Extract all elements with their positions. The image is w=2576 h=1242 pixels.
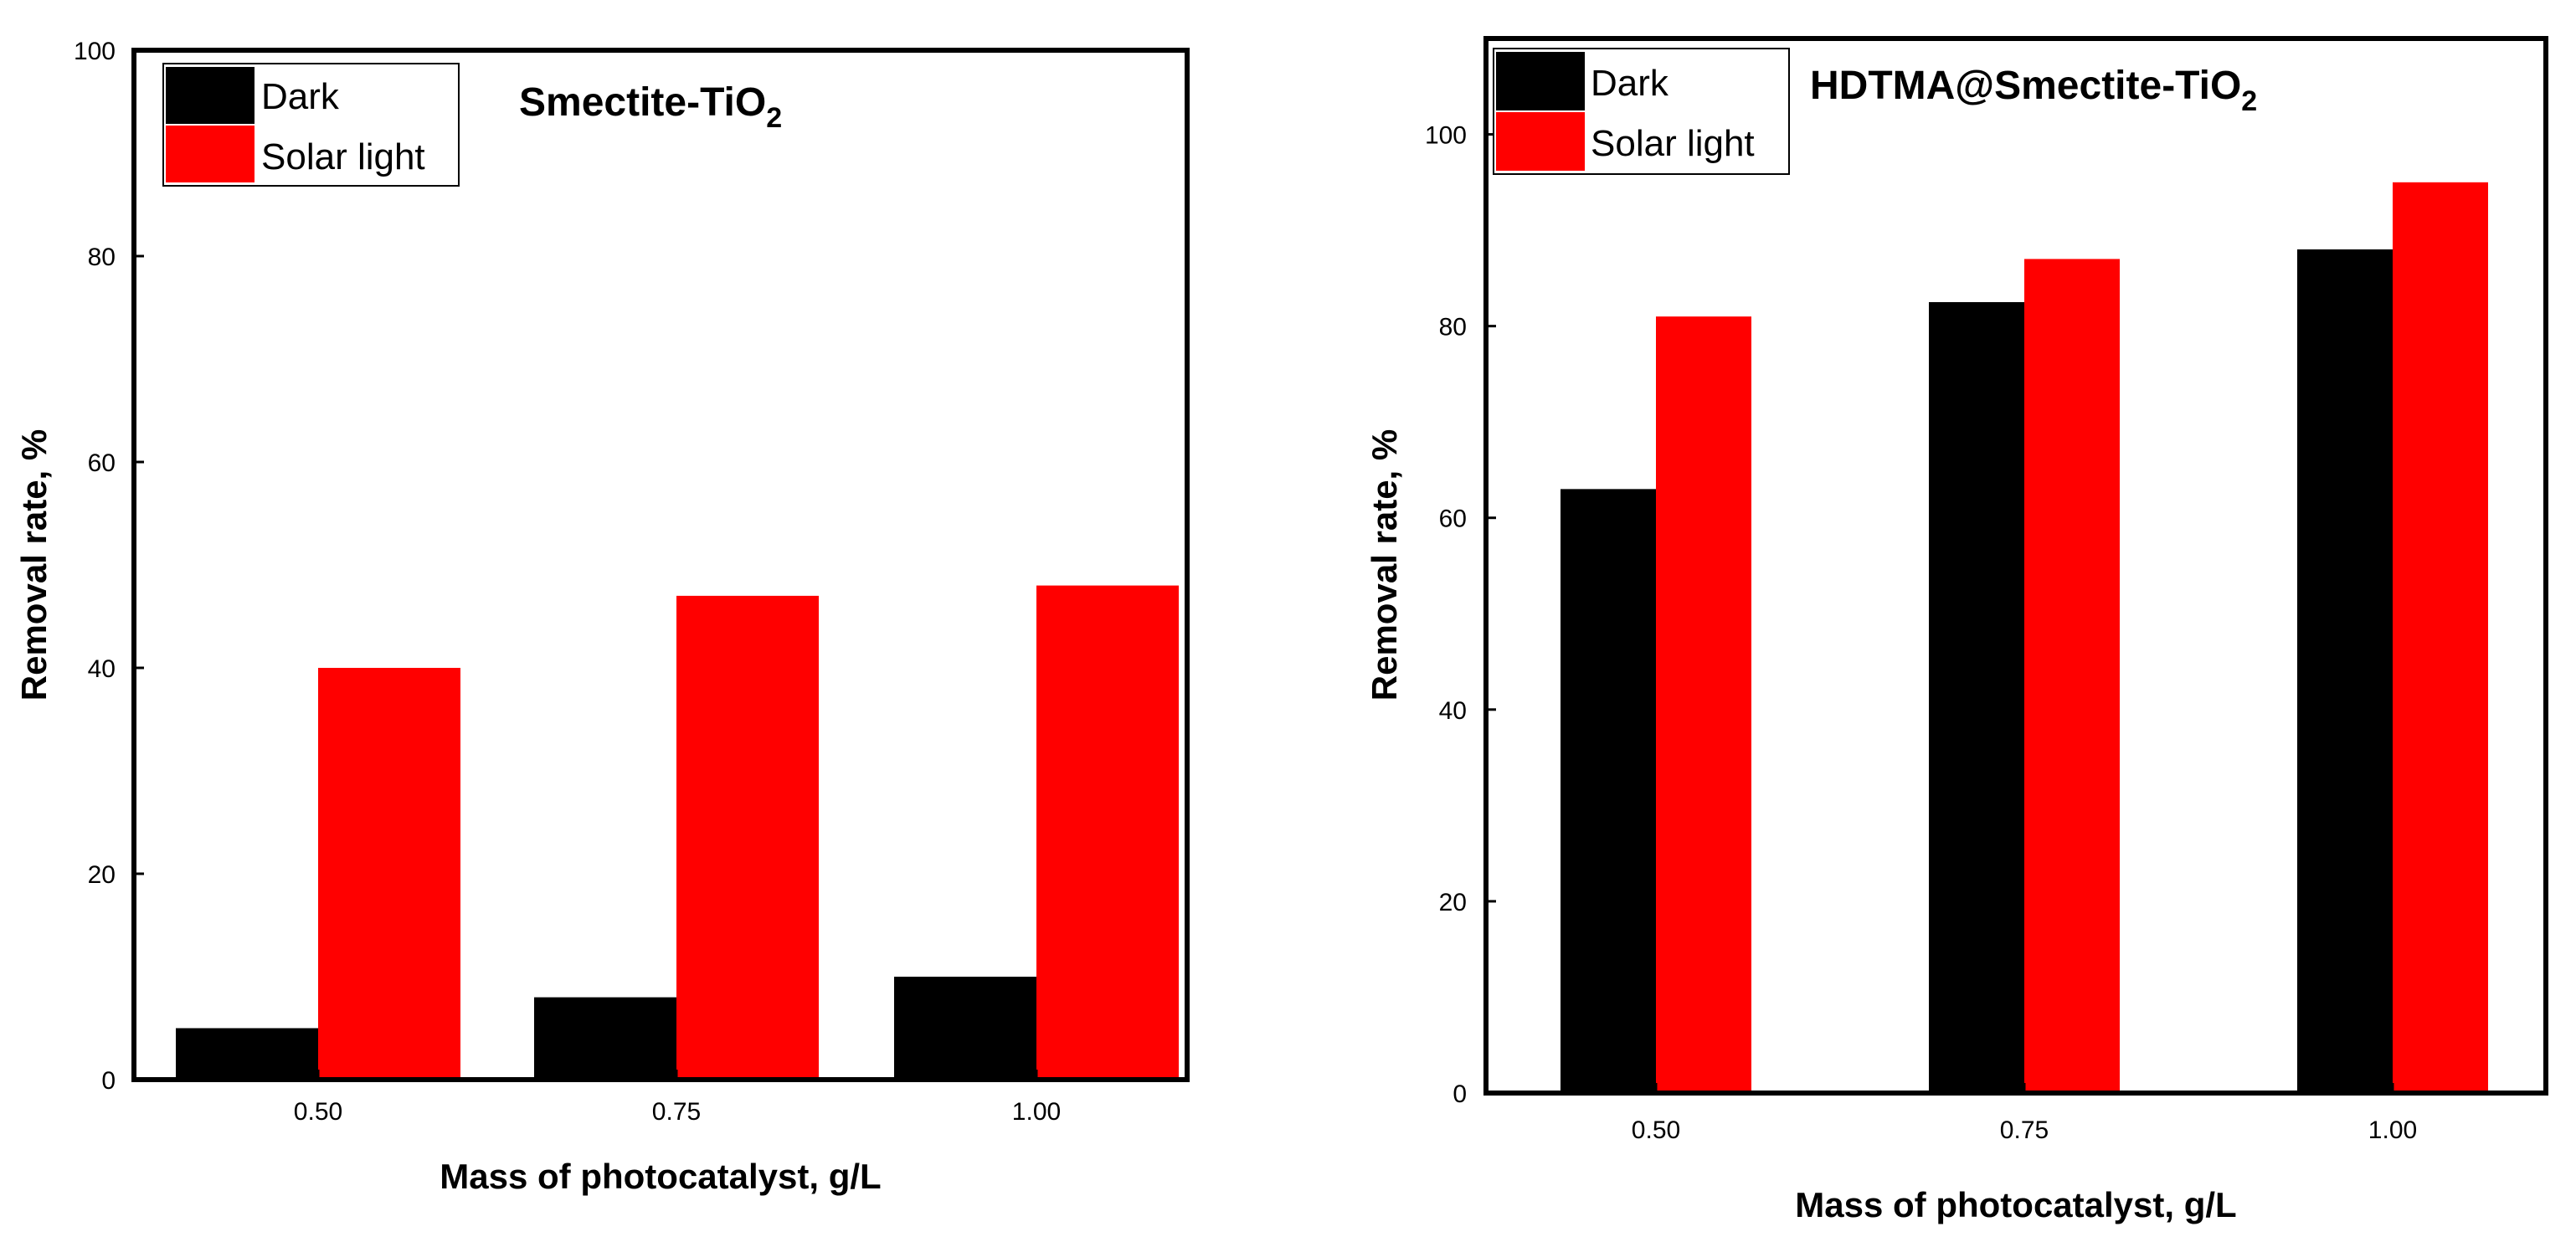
- chart-1-x-tick-label: 1.00: [1012, 1098, 1061, 1126]
- chart-2-title: HDTMA@Smectite-TiO2: [1810, 64, 2257, 117]
- chart-2-x-tick-label: 0.75: [2000, 1116, 2049, 1144]
- chart-1-x-tick-label: 0.75: [652, 1098, 701, 1126]
- chart-1-title-subscript: 2: [766, 102, 782, 134]
- chart-2-x-ticks: 0.50 0.75 1.00: [1632, 1083, 2417, 1144]
- chart-1-bar-solar-0.50: [318, 668, 460, 1080]
- chart-1-bars: [176, 585, 1179, 1080]
- chart-2-legend: Dark Solar light: [1493, 48, 1790, 175]
- chart-panel-2: 0 20 40 60 80 100 0.50 0.75 1.00 Removal rate, …: [1365, 36, 2548, 1224]
- chart-1-legend: Dark Solar light: [162, 63, 460, 187]
- chart-1-legend-label-solar: Solar light: [261, 136, 425, 177]
- chart-1-y-tick-label: 20: [88, 861, 116, 889]
- chart-2-y-tick-label: 20: [1439, 889, 1467, 916]
- chart-1-plot-frame: [131, 48, 1190, 1082]
- chart-1-y-ticks: 0 20 40 60 80 100: [74, 38, 144, 1095]
- chart-1-y-tick-label: 60: [88, 449, 116, 477]
- chart-2-bar-solar-0.75: [2024, 259, 2120, 1093]
- chart-1-legend-swatch-solar: [166, 126, 255, 182]
- chart-2-title-subscript: 2: [2241, 85, 2257, 117]
- chart-2-x-tick-label: 1.00: [2368, 1116, 2417, 1144]
- chart-2-legend-swatch-dark: [1496, 52, 1585, 110]
- chart-2-bars: [1561, 182, 2488, 1094]
- chart-1-y-tick-label: 0: [101, 1067, 116, 1095]
- chart-1-legend-label-dark: Dark: [261, 76, 340, 117]
- chart-2-y-tick-label: 40: [1439, 697, 1467, 725]
- chart-2-y-tick-label: 60: [1439, 506, 1467, 533]
- chart-2-y-ticks: 0 20 40 60 80 100: [1425, 122, 1496, 1108]
- chart-1-x-ticks: 0.50 0.75 1.00: [294, 1070, 1061, 1126]
- chart-1-x-tick-label: 0.50: [294, 1098, 342, 1126]
- chart-2-bar-dark-0.75: [1929, 302, 2024, 1093]
- chart-1-bar-dark-1.00: [894, 977, 1036, 1080]
- chart-1-title: Smectite-TiO2: [519, 80, 782, 134]
- chart-2-bar-dark-0.50: [1561, 489, 1656, 1093]
- chart-1-y-tick-label: 80: [88, 244, 116, 271]
- chart-2-title-main: HDTMA@Smectite-TiO: [1810, 64, 2241, 108]
- chart-2-legend-label-solar: Solar light: [1591, 123, 1755, 164]
- chart-1-bar-solar-0.75: [676, 595, 819, 1080]
- chart-2-plot-frame: [1483, 36, 2548, 1096]
- chart-2-y-tick-label: 80: [1439, 314, 1467, 341]
- chart-2-legend-label-dark: Dark: [1591, 63, 1669, 104]
- chart-2-bar-solar-0.50: [1656, 316, 1751, 1093]
- chart-1-legend-swatch-dark: [166, 67, 255, 124]
- chart-1-bar-solar-1.00: [1036, 585, 1179, 1080]
- chart-2-bar-solar-1.00: [2393, 182, 2488, 1094]
- chart-1-y-axis-label: Removal rate, %: [14, 429, 54, 701]
- chart-1-bar-dark-0.75: [534, 997, 676, 1080]
- chart-2-bar-dark-1.00: [2297, 249, 2393, 1093]
- chart-1-x-axis-label: Mass of photocatalyst, g/L: [440, 1157, 881, 1196]
- chart-2-x-tick-label: 0.50: [1632, 1116, 1680, 1144]
- chart-1-title-main: Smectite-TiO: [519, 80, 766, 125]
- chart-2-y-axis-label: Removal rate, %: [1365, 429, 1404, 701]
- chart-2-x-axis-label: Mass of photocatalyst, g/L: [1795, 1185, 2236, 1224]
- chart-1-y-tick-label: 40: [88, 655, 116, 683]
- chart-2-legend-swatch-solar: [1496, 112, 1585, 171]
- chart-2-y-tick-label: 100: [1425, 122, 1467, 150]
- chart-panel-1: 0 20 40 60 80 100 0.50 0.75 1.00 Removal rate, …: [14, 38, 1190, 1196]
- chart-2-y-tick-label: 0: [1453, 1080, 1467, 1108]
- chart-1-bar-dark-0.50: [176, 1028, 318, 1080]
- chart-1-y-tick-label: 100: [74, 38, 116, 65]
